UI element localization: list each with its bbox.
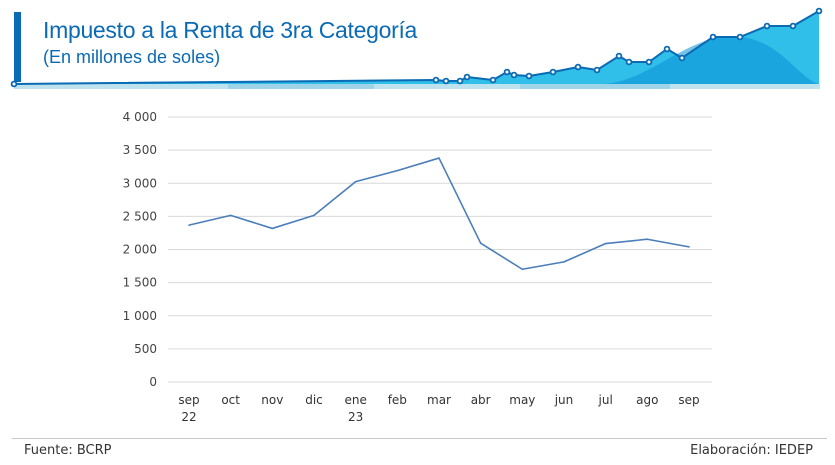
x-tick-label: dic bbox=[305, 393, 323, 407]
x-tick-label: 22 bbox=[181, 410, 196, 424]
header-banner: Impuesto a la Renta de 3ra Categoría (En… bbox=[0, 0, 835, 95]
series-line bbox=[188, 157, 690, 271]
x-tick-label: ago bbox=[636, 393, 658, 407]
series-group bbox=[188, 157, 690, 271]
y-tick-label: 2 000 bbox=[123, 243, 157, 257]
banner-line bbox=[13, 10, 820, 85]
x-tick-label: 23 bbox=[348, 410, 363, 424]
chart-subtitle: (En millones de soles) bbox=[43, 47, 221, 67]
banner-base-strip bbox=[14, 84, 820, 89]
data-point bbox=[521, 268, 524, 271]
data-point bbox=[646, 238, 649, 241]
y-tick-label: 4 000 bbox=[123, 110, 157, 124]
x-tick-label: oct bbox=[221, 393, 240, 407]
banner-strip-segment bbox=[520, 84, 670, 89]
title-accent-bar bbox=[14, 12, 21, 82]
y-tick-label: 3 000 bbox=[123, 176, 157, 190]
grid-lines bbox=[168, 116, 712, 383]
x-tick-label: may bbox=[509, 393, 535, 407]
x-tick-label: sep bbox=[678, 393, 699, 407]
y-tick-label: 1 000 bbox=[123, 309, 157, 323]
x-tick-label: mar bbox=[427, 393, 451, 407]
banner-strip-segment bbox=[228, 84, 374, 89]
source-note: Fuente: BCRP bbox=[24, 443, 112, 458]
y-tick-label: 2 500 bbox=[123, 209, 157, 223]
y-tick-label: 1 500 bbox=[123, 276, 157, 290]
chart-title: Impuesto a la Renta de 3ra Categoría bbox=[43, 17, 418, 43]
data-point bbox=[354, 180, 357, 183]
x-tick-label: jun bbox=[554, 393, 574, 407]
banner-markers bbox=[10, 7, 823, 88]
data-point bbox=[188, 224, 190, 226]
y-tick-label: 0 bbox=[149, 375, 157, 389]
data-point bbox=[479, 242, 482, 245]
data-point bbox=[563, 261, 565, 263]
x-tick-label: abr bbox=[471, 393, 491, 407]
data-point bbox=[438, 157, 440, 159]
x-tick-label: nov bbox=[261, 393, 283, 407]
data-point bbox=[313, 214, 315, 217]
x-tick-label: jul bbox=[598, 393, 613, 407]
footer-divider bbox=[12, 438, 827, 439]
y-tick-label: 3 500 bbox=[123, 143, 157, 157]
banner-decoration bbox=[10, 7, 823, 89]
banner-wave bbox=[600, 36, 819, 84]
data-point bbox=[271, 227, 274, 230]
x-axis-ticks: sep 22 oct nov dic ene 23 feb mar abr may jun jul ago… bbox=[178, 393, 699, 424]
x-tick-label: feb bbox=[388, 393, 407, 407]
y-tick-label: 500 bbox=[134, 342, 157, 356]
data-point bbox=[604, 242, 607, 245]
data-point bbox=[396, 169, 399, 172]
x-tick-label: sep bbox=[178, 393, 199, 407]
credit-note: Elaboración: IEDEP bbox=[690, 443, 813, 458]
banner-area bbox=[14, 11, 819, 84]
x-tick-label: ene bbox=[344, 393, 366, 407]
y-axis-ticks: 0 500 1 000 1 500 2 000 2 500 3 000 3 500 4 000 bbox=[123, 110, 157, 389]
data-point bbox=[229, 214, 232, 217]
data-point bbox=[688, 246, 690, 248]
